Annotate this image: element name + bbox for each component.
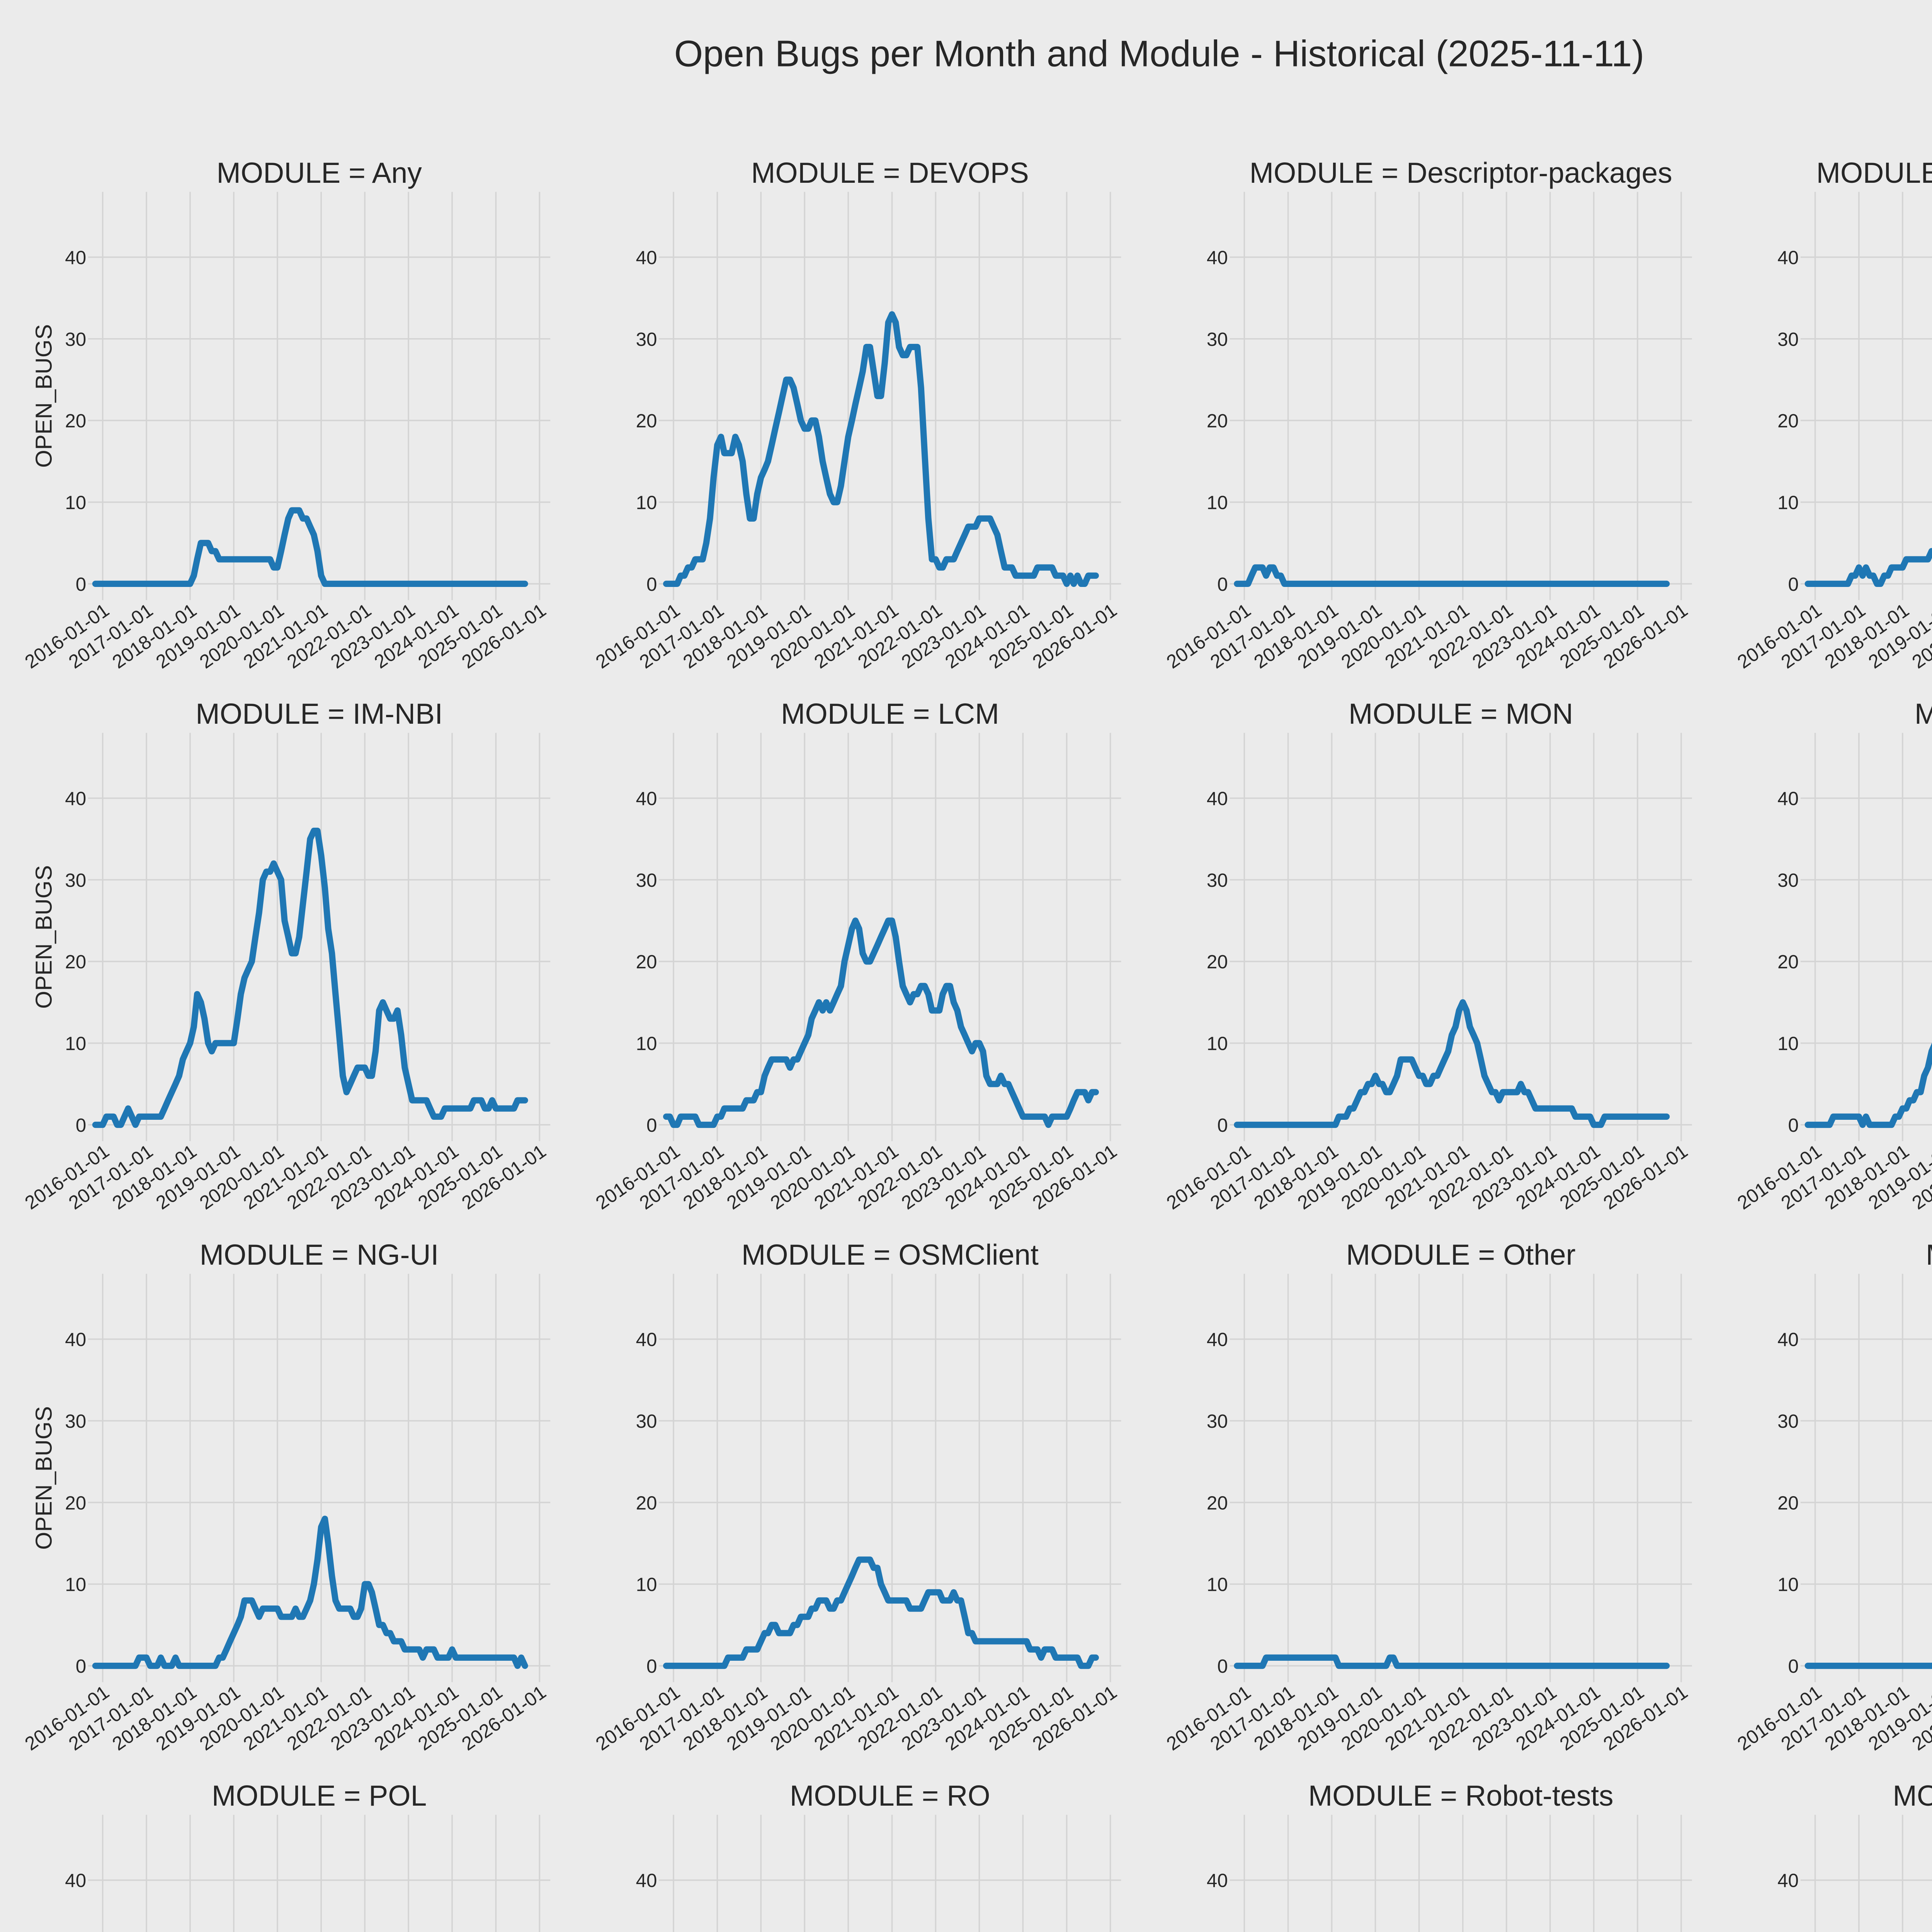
svg-text:0: 0 [1217,1656,1228,1677]
svg-text:20: 20 [636,1492,657,1514]
svg-text:0: 0 [76,1115,86,1136]
svg-text:10: 10 [636,1033,657,1054]
svg-text:20: 20 [65,1492,86,1514]
svg-text:10: 10 [636,492,657,513]
svg-text:0: 0 [646,574,657,595]
svg-text:MODULE = Robot-tests: MODULE = Robot-tests [1308,1779,1614,1812]
svg-text:MODULE = LCM: MODULE = LCM [781,697,999,730]
svg-text:40: 40 [636,1329,657,1350]
svg-text:30: 30 [1777,870,1799,891]
svg-text:0: 0 [76,574,86,595]
svg-text:MODULE = PLA: MODULE = PLA [1926,1238,1932,1271]
svg-text:20: 20 [65,951,86,973]
svg-text:30: 30 [1777,1411,1799,1432]
svg-text:0: 0 [1788,574,1799,595]
svg-text:MODULE = Documentation / Wiki: MODULE = Documentation / Wiki [1816,156,1932,189]
svg-text:40: 40 [65,247,86,268]
svg-text:30: 30 [636,329,657,350]
svg-text:20: 20 [1777,1492,1799,1514]
svg-text:30: 30 [636,1411,657,1432]
svg-text:MODULE = OSMClient: MODULE = OSMClient [742,1238,1039,1271]
svg-text:40: 40 [636,788,657,810]
svg-text:0: 0 [1217,1115,1228,1136]
svg-text:0: 0 [1217,574,1228,595]
svg-text:20: 20 [1207,1492,1228,1514]
svg-text:10: 10 [1777,492,1799,513]
svg-text:10: 10 [1207,1574,1228,1595]
svg-text:20: 20 [636,951,657,973]
svg-text:MODULE = MON: MODULE = MON [1349,697,1573,730]
svg-text:0: 0 [646,1115,657,1136]
svg-text:OPEN_BUGS: OPEN_BUGS [31,865,57,1009]
svg-text:MODULE = Other: MODULE = Other [1346,1238,1576,1271]
svg-text:20: 20 [1207,410,1228,432]
svg-text:20: 20 [1777,951,1799,973]
svg-text:20: 20 [1777,410,1799,432]
svg-text:0: 0 [76,1656,86,1677]
svg-text:MODULE = POL: MODULE = POL [212,1779,427,1812]
svg-text:40: 40 [1777,788,1799,810]
svg-text:10: 10 [1207,492,1228,513]
svg-text:20: 20 [636,410,657,432]
svg-text:30: 30 [636,870,657,891]
svg-text:MODULE = RO: MODULE = RO [790,1779,990,1812]
svg-text:MODULE = Any: MODULE = Any [216,156,422,189]
svg-text:MODULE = Unknown: MODULE = Unknown [1893,1779,1932,1812]
svg-text:Open Bugs per Month and Module: Open Bugs per Month and Module - Histori… [674,33,1645,74]
svg-text:OPEN_BUGS: OPEN_BUGS [31,324,57,468]
svg-text:0: 0 [1788,1115,1799,1136]
svg-text:MODULE = Descriptor-packages: MODULE = Descriptor-packages [1250,156,1672,189]
svg-text:30: 30 [1207,1411,1228,1432]
svg-text:40: 40 [636,1870,657,1891]
svg-text:30: 30 [65,1411,86,1432]
svg-text:40: 40 [65,788,86,810]
svg-text:20: 20 [1207,951,1228,973]
svg-text:40: 40 [1207,247,1228,268]
svg-text:40: 40 [1207,1870,1228,1891]
svg-text:30: 30 [1777,329,1799,350]
svg-text:10: 10 [65,492,86,513]
svg-text:MODULE = IM-NBI: MODULE = IM-NBI [196,697,443,730]
svg-text:MODULE = N2VC: MODULE = N2VC [1915,697,1932,730]
svg-text:MODULE = NG-UI: MODULE = NG-UI [200,1238,439,1271]
svg-text:0: 0 [1788,1656,1799,1677]
svg-text:10: 10 [636,1574,657,1595]
svg-text:MODULE = DEVOPS: MODULE = DEVOPS [751,156,1029,189]
svg-text:OPEN_BUGS: OPEN_BUGS [31,1406,57,1550]
svg-text:40: 40 [1207,1329,1228,1350]
svg-text:10: 10 [1777,1574,1799,1595]
svg-text:10: 10 [1207,1033,1228,1054]
svg-text:10: 10 [1777,1033,1799,1054]
svg-text:30: 30 [65,870,86,891]
svg-text:20: 20 [65,410,86,432]
svg-text:0: 0 [646,1656,657,1677]
svg-text:40: 40 [1777,1870,1799,1891]
svg-text:30: 30 [1207,870,1228,891]
svg-text:30: 30 [1207,329,1228,350]
svg-text:40: 40 [1777,1329,1799,1350]
svg-text:40: 40 [65,1870,86,1891]
svg-text:40: 40 [1777,247,1799,268]
svg-text:10: 10 [65,1574,86,1595]
svg-text:10: 10 [65,1033,86,1054]
svg-text:40: 40 [65,1329,86,1350]
svg-text:40: 40 [636,247,657,268]
svg-text:40: 40 [1207,788,1228,810]
svg-text:30: 30 [65,329,86,350]
